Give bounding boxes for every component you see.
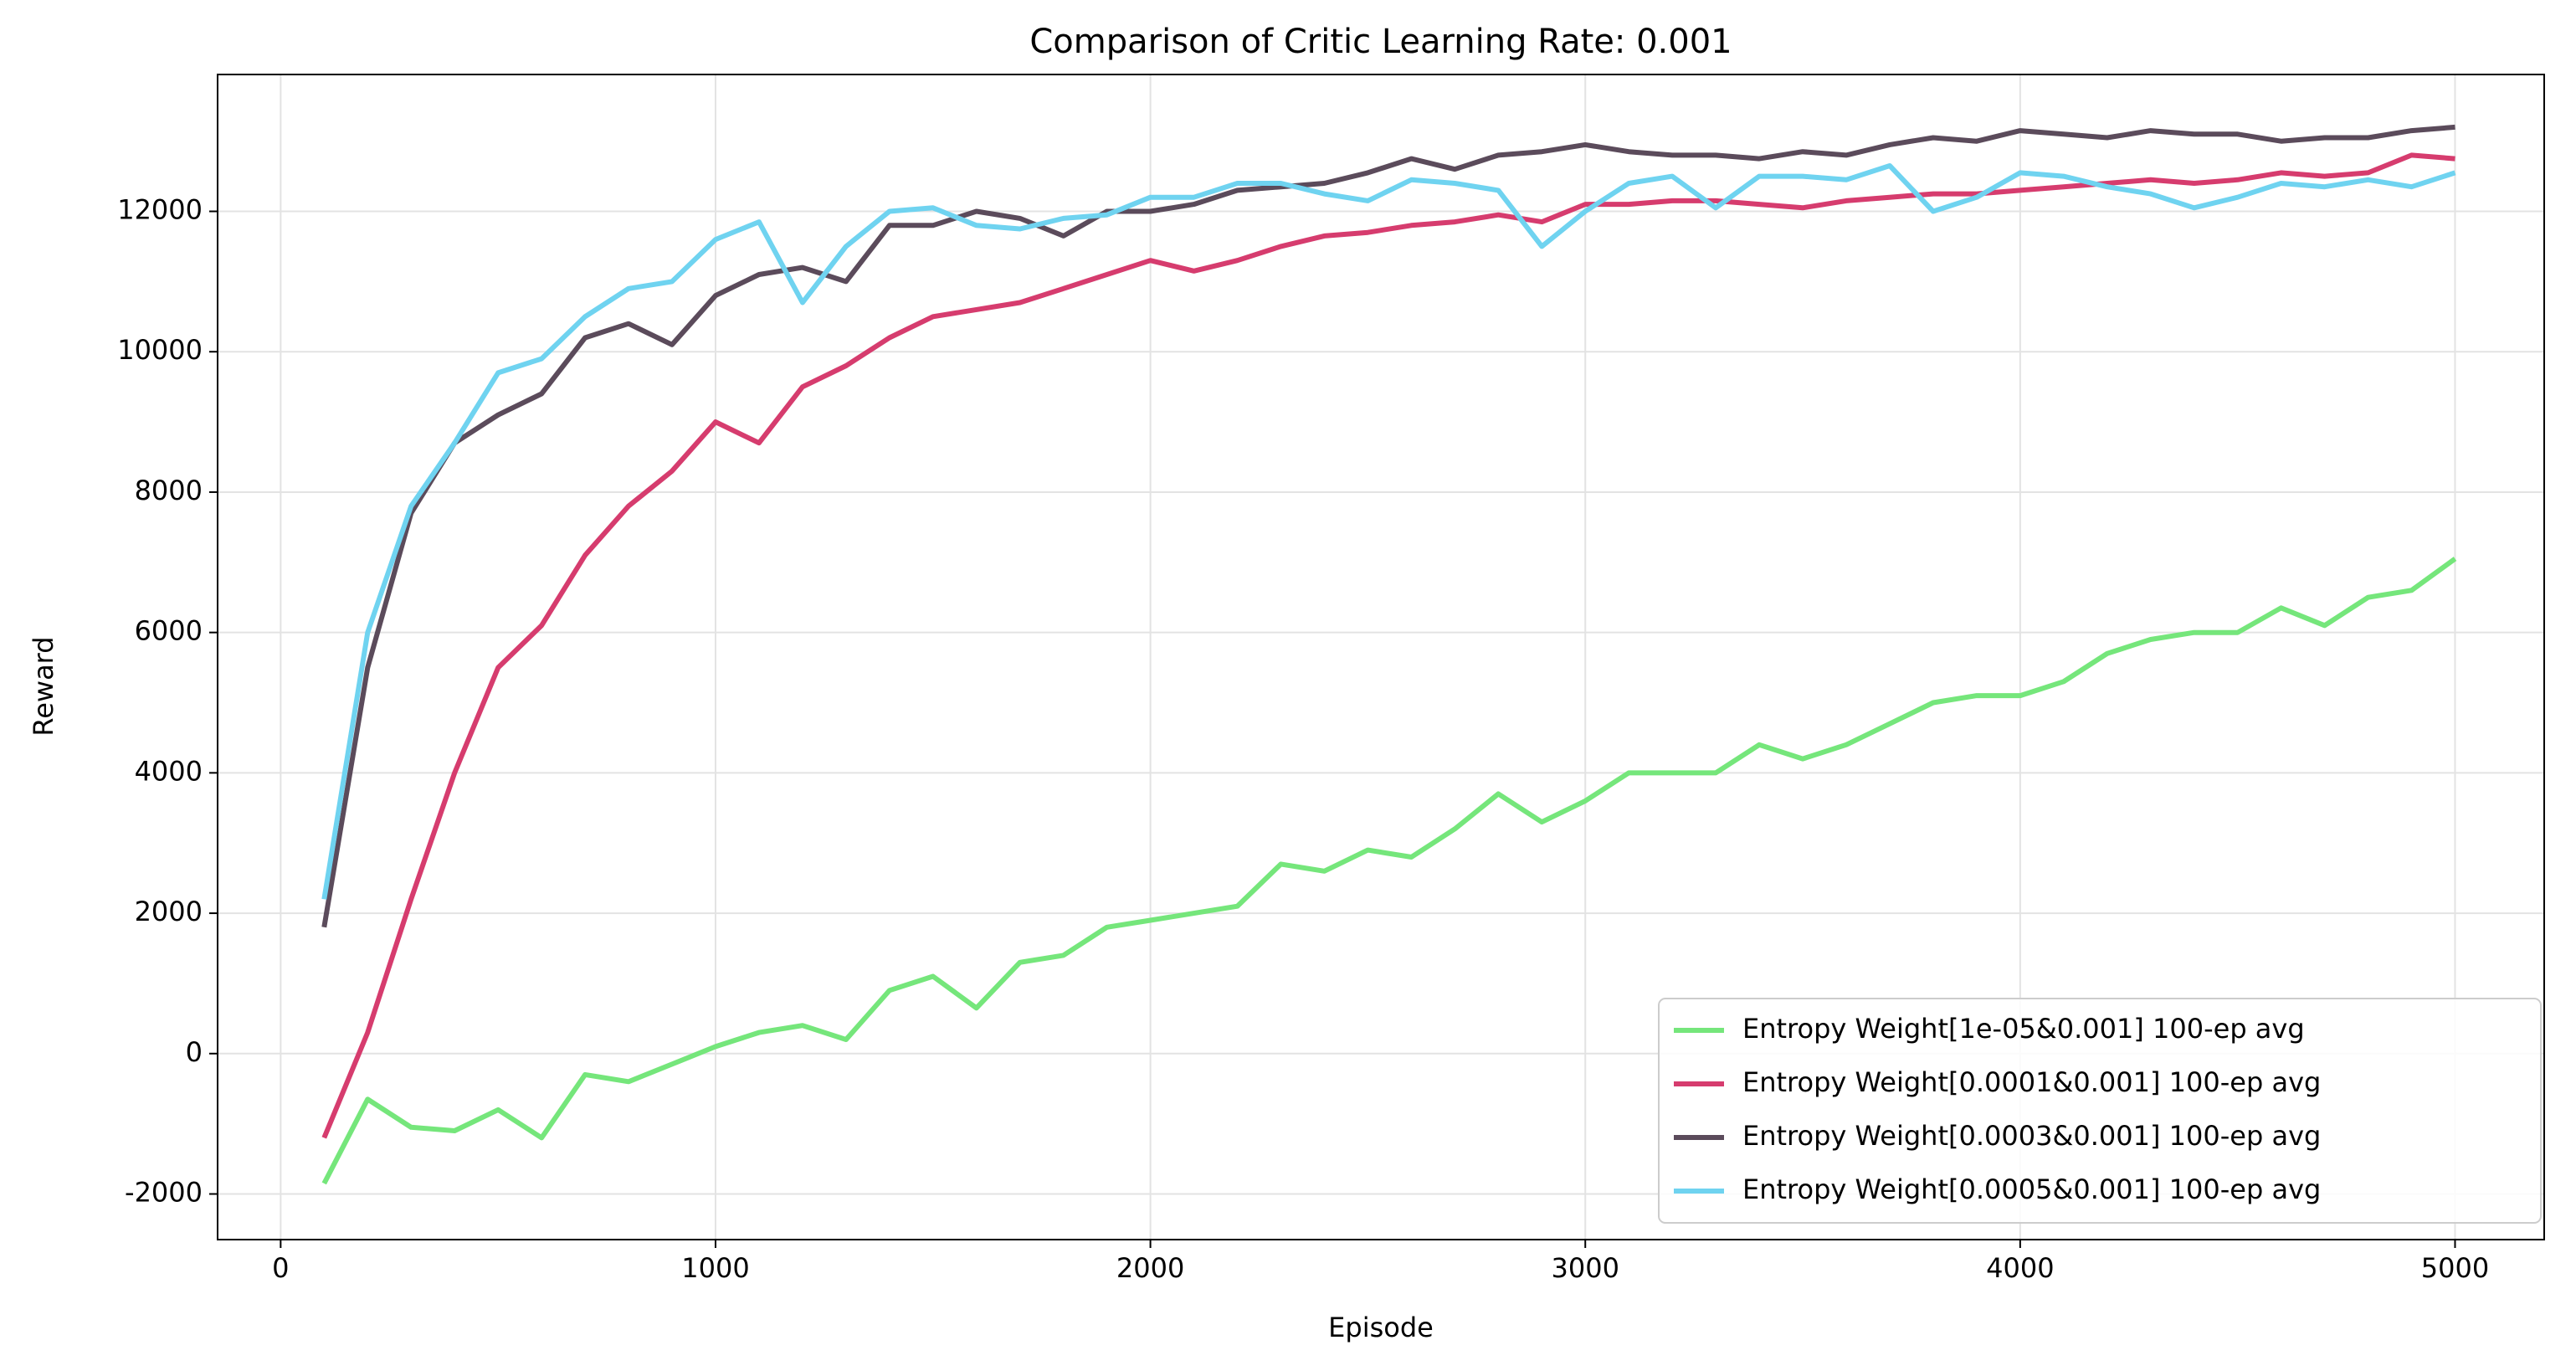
y-tick-label: 6000 [135, 615, 203, 647]
y-axis-label: Reward [28, 636, 59, 736]
y-tick-label: 12000 [117, 194, 203, 226]
y-tick-label: 4000 [135, 755, 203, 787]
legend-label: Entropy Weight[0.0001&0.001] 100-ep avg [1742, 1066, 2321, 1098]
chart-title: Comparison of Critic Learning Rate: 0.00… [1029, 23, 1732, 61]
legend-label: Entropy Weight[1e-05&0.001] 100-ep avg [1742, 1013, 2305, 1045]
legend: Entropy Weight[1e-05&0.001] 100-ep avg En… [1658, 998, 2542, 1224]
legend-box [1658, 998, 2542, 1224]
x-tick-label: 2000 [1116, 1252, 1184, 1284]
y-tick-label: 10000 [117, 334, 203, 366]
y-tick-label: 2000 [135, 896, 203, 927]
x-tick-label: 3000 [1552, 1252, 1619, 1284]
x-tick-label: 1000 [681, 1252, 749, 1284]
y-tick-label: 8000 [135, 475, 203, 506]
series-line [321, 124, 2455, 928]
x-tick-label: 0 [272, 1252, 289, 1284]
legend-label: Entropy Weight[0.0003&0.001] 100-ep avg [1742, 1120, 2321, 1152]
legend-label: Entropy Weight[0.0005&0.001] 100-ep avg [1742, 1173, 2321, 1205]
x-tick-label: 4000 [1986, 1252, 2054, 1284]
y-tick-label: -2000 [125, 1176, 203, 1208]
y-tick-label: 0 [186, 1036, 203, 1068]
plot-frame [217, 74, 2545, 1240]
series-line [321, 557, 2457, 1185]
x-tick-label: 5000 [2421, 1252, 2489, 1284]
x-axis-label: Episode [1328, 1312, 1434, 1343]
series-line [321, 163, 2456, 900]
